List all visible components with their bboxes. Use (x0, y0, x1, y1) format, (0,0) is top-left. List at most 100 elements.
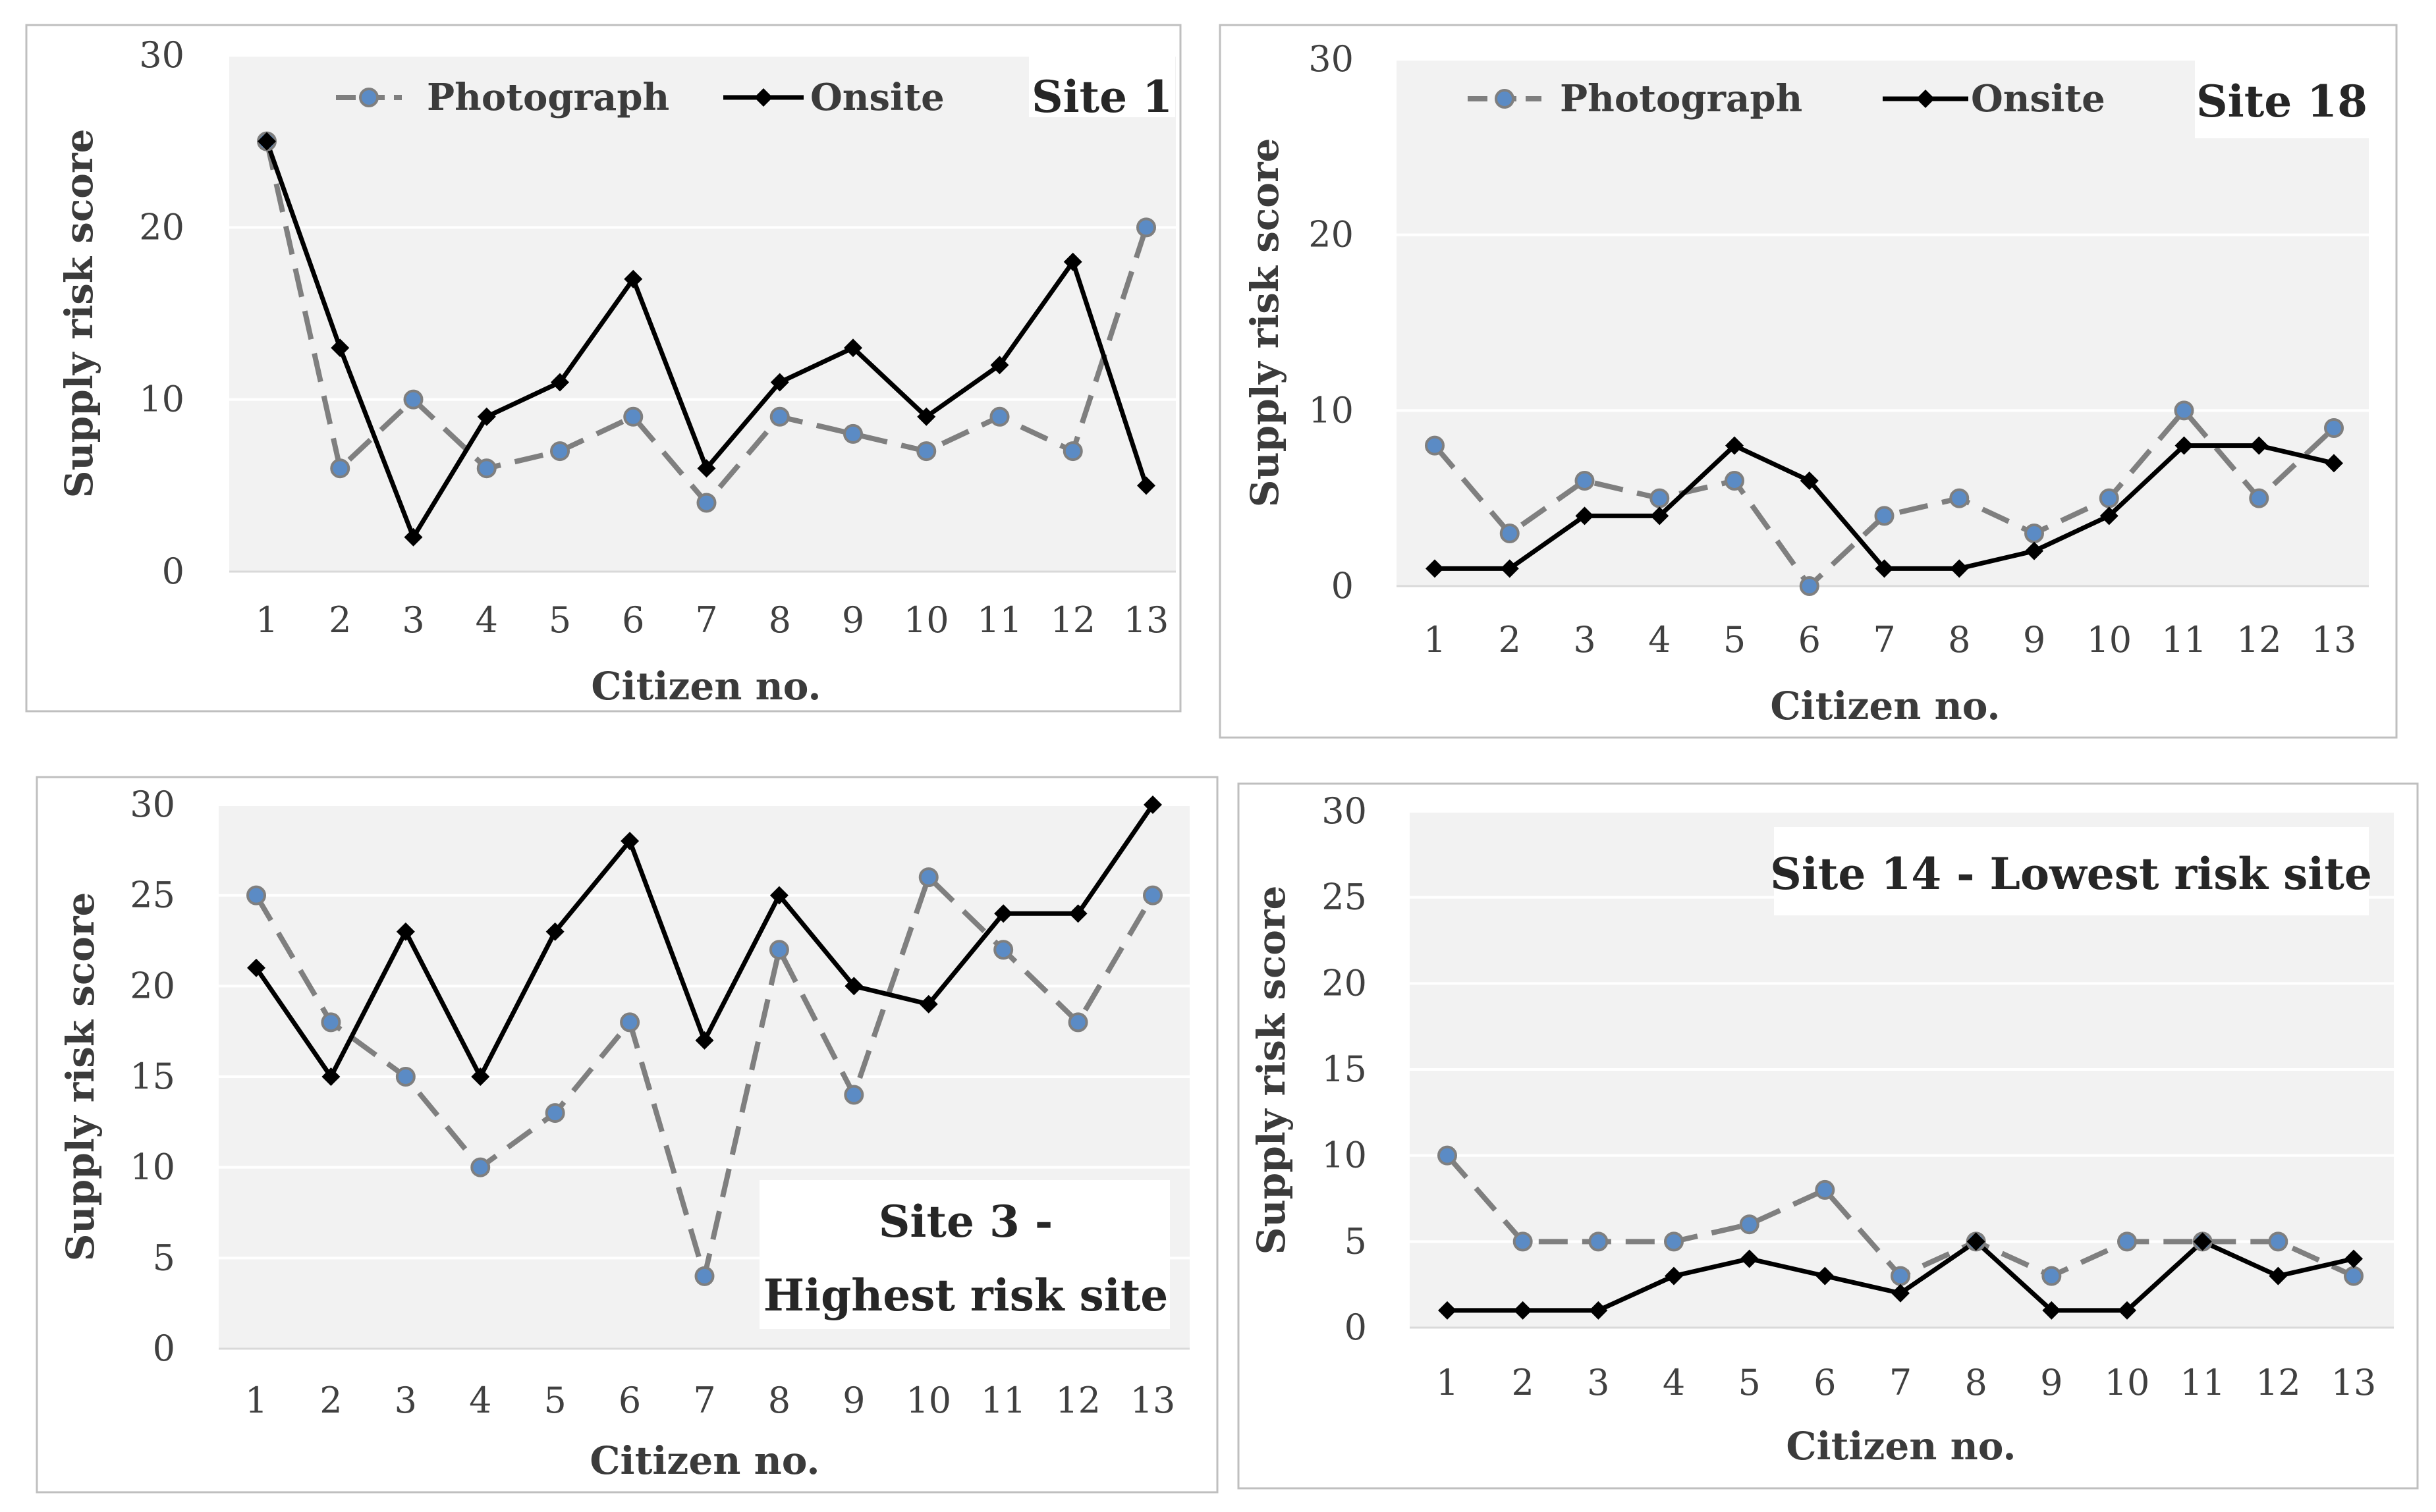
onsite-point (545, 922, 565, 941)
onsite-point (2099, 506, 2118, 526)
photograph-point (1874, 506, 1895, 526)
x-tick-label: 12 (2256, 1362, 2301, 1403)
photograph-point (1588, 1231, 1609, 1252)
onsite-point (1891, 1283, 1910, 1303)
x-tick-label: 2 (319, 1380, 342, 1421)
onsite-point (917, 407, 936, 426)
photograph-point (470, 1157, 491, 1177)
x-tick-label: 3 (395, 1380, 417, 1421)
photograph-point (330, 458, 350, 479)
onsite-point (1740, 1249, 1759, 1268)
x-tick-label: 10 (2086, 619, 2132, 661)
photograph-point (694, 1266, 715, 1286)
legend-photograph-marker (1495, 89, 1514, 109)
onsite-point (2025, 541, 2043, 560)
x-tick-label: 12 (1050, 599, 1095, 641)
y-tick-label: 10 (1321, 1135, 1367, 1176)
y-tick-label: 15 (130, 1056, 175, 1097)
onsite-point (990, 356, 1009, 375)
onsite-point (1513, 1301, 1532, 1320)
photograph-point (1799, 576, 1819, 596)
x-tick-label: 10 (904, 599, 949, 641)
onsite-point (2269, 1266, 2288, 1285)
y-tick-label: 30 (130, 784, 175, 825)
site-label: Site 14 - Lowest risk site (1770, 848, 2372, 900)
onsite-point (2042, 1301, 2061, 1320)
x-tick-label: 3 (1587, 1362, 1609, 1403)
x-tick-label: 8 (768, 1380, 790, 1421)
photograph-point (246, 885, 266, 905)
photograph-point (321, 1012, 341, 1033)
photograph-point (918, 867, 939, 888)
photograph-point (1649, 488, 1670, 508)
photograph-point (1891, 1266, 1910, 1286)
photograph-point (1739, 1214, 1759, 1235)
photograph-point (1437, 1145, 1457, 1166)
y-tick-label: 10 (1308, 389, 1354, 431)
y-axis-title: Supply risk score (57, 129, 101, 499)
legend-onsite-label: Onsite (810, 76, 945, 119)
x-tick-label: 11 (981, 1380, 1026, 1421)
onsite-point (1063, 252, 1082, 271)
y-tick-label: 0 (1331, 565, 1354, 607)
onsite-point (396, 922, 415, 941)
photograph-point (769, 940, 789, 960)
x-tick-label: 2 (329, 599, 351, 641)
x-tick-label: 1 (245, 1380, 267, 1421)
y-tick-label: 0 (1344, 1307, 1367, 1348)
onsite-point (551, 373, 569, 392)
x-tick-label: 4 (469, 1380, 491, 1421)
x-tick-label: 2 (1511, 1362, 1534, 1403)
site-label-box (760, 1180, 1170, 1329)
legend: Photograph Onsite (336, 76, 945, 119)
photograph-point (1425, 435, 1445, 456)
x-tick-label: 5 (1723, 619, 1746, 661)
onsite-point (1068, 904, 1088, 923)
onsite-point (1438, 1301, 1456, 1320)
x-axis-title: Citizen no. (590, 1438, 819, 1483)
legend-onsite-marker (1916, 90, 1935, 108)
onsite-point (477, 407, 496, 426)
site-label-box (1029, 55, 1175, 117)
legend-onsite-marker (754, 88, 773, 107)
photograph-point (1949, 488, 1970, 508)
photograph-point (769, 406, 790, 427)
x-tick-label: 1 (256, 599, 278, 641)
x-tick-label: 10 (906, 1380, 951, 1421)
x-tick-label: 7 (1873, 619, 1895, 661)
photograph-point (550, 441, 570, 462)
photograph-point (2249, 488, 2269, 508)
x-tick-label: 1 (1436, 1362, 1458, 1403)
onsite-point (247, 958, 265, 977)
y-tick-label: 5 (153, 1237, 175, 1278)
photograph-point (696, 493, 717, 513)
onsite-point (331, 338, 350, 358)
onsite-point (1426, 559, 1444, 578)
y-axis-title: Supply risk score (58, 892, 103, 1262)
onsite-point (1725, 436, 1744, 455)
x-tick-label: 2 (1499, 619, 1521, 661)
photograph-point (1063, 441, 1083, 462)
x-tick-label: 12 (1055, 1380, 1101, 1421)
x-tick-label: 10 (2105, 1362, 2150, 1403)
photograph-point (545, 1103, 565, 1123)
legend-photograph-label: Photograph (427, 76, 669, 119)
x-tick-label: 4 (1663, 1362, 1685, 1403)
onsite-point (1144, 796, 1162, 814)
y-tick-label: 25 (130, 875, 175, 916)
y-tick-label: 10 (130, 1147, 175, 1188)
site-label: Highest risk site (763, 1270, 1169, 1321)
photograph-point (2324, 418, 2344, 438)
onsite-point (2118, 1301, 2136, 1320)
x-tick-label: 11 (2180, 1362, 2225, 1403)
photograph-point (993, 940, 1014, 960)
x-tick-label: 11 (2161, 619, 2207, 661)
y-tick-label: 20 (1308, 214, 1354, 256)
x-tick-label: 11 (977, 599, 1022, 641)
y-axis-title: Supply risk score (1242, 138, 1287, 508)
